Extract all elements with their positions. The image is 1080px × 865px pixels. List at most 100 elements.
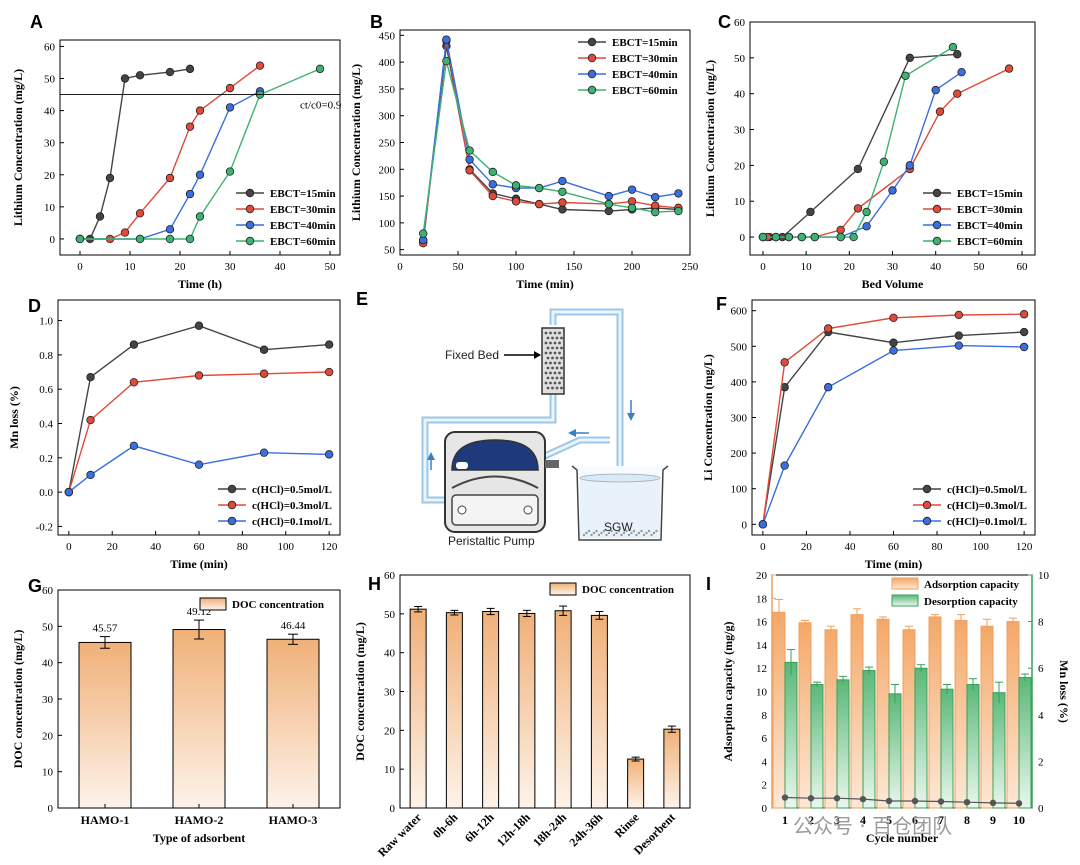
data-point [953, 50, 962, 59]
sediment-dot [607, 531, 611, 535]
legend-marker [245, 236, 255, 246]
packing-dot [549, 381, 552, 385]
x-tick-label: HAMO-1 [81, 813, 130, 827]
legend-swatch [891, 594, 919, 607]
data-point [185, 64, 195, 74]
data-point [195, 106, 205, 115]
y-tick-label: 30 [42, 694, 54, 706]
pump-roller-track [451, 475, 539, 489]
x-tick-label: 60 [1017, 261, 1029, 273]
pump-connector [545, 460, 559, 468]
sediment-dot [610, 529, 613, 533]
tube-right-inner [551, 310, 622, 500]
y-tick-label: 100 [379, 218, 396, 230]
packing-dot [549, 361, 552, 365]
x-tick-label: 24h-36h [566, 810, 605, 849]
bar [445, 612, 463, 809]
data-point [558, 176, 567, 186]
packing-dot [551, 356, 554, 360]
data-point [931, 85, 940, 95]
x-tick-label: 120 [321, 541, 338, 553]
y-tick-label: 10 [384, 764, 396, 776]
y-tick-label: 300 [731, 413, 748, 425]
y-tick-label: 350 [379, 84, 396, 96]
data-point [259, 369, 269, 378]
y2-tick-label: 0 [1038, 803, 1044, 815]
series-line [68, 371, 330, 493]
data-point [64, 487, 74, 497]
tube-left-inner [423, 392, 555, 502]
y-tick-label: 16 [756, 617, 768, 629]
data-point [165, 225, 175, 234]
sediment-dot [630, 531, 633, 535]
legend-marker [227, 500, 237, 510]
y-tick-label: 50 [384, 245, 396, 257]
sediment-dot [642, 533, 646, 537]
pump-base [451, 494, 539, 526]
y-tick-label: 10 [42, 767, 54, 779]
x-tick-label: 18h-24h [530, 810, 569, 849]
legend-marker [922, 500, 932, 510]
y-axis-label: Mn loss (%) [7, 386, 21, 449]
y-tick-label: 50 [734, 53, 746, 65]
data-point [488, 180, 497, 189]
legend-label: c(HCl)=0.1mol/L [252, 516, 332, 528]
data-point [879, 157, 889, 166]
packing-dot [555, 356, 559, 360]
packing-dot [558, 361, 561, 365]
packing-dot [555, 346, 559, 350]
packing-dot [555, 376, 559, 380]
data-point [165, 173, 175, 183]
sediment-dot [622, 531, 626, 535]
bar-desorption [966, 684, 980, 809]
x-tick-label: Raw water [375, 810, 425, 860]
bar [482, 611, 500, 809]
legend-label: EBCT=40min [270, 220, 336, 232]
x-tick-label: 0 [397, 261, 403, 273]
data-point [780, 358, 789, 367]
sediment-dot [645, 531, 648, 535]
data-point [129, 378, 139, 387]
packing-dot [551, 376, 554, 380]
data-point [135, 234, 145, 244]
chart-panel-d: D -0.2 0.0 0.2 0.4 0.6 0.8 1.0 0 20 40 60 80 100 120 Ti… [7, 296, 341, 571]
packing-dot [555, 336, 559, 340]
panel-label-e: E [356, 289, 368, 309]
y-tick-label: 40 [44, 106, 56, 118]
legend-swatch [891, 577, 919, 590]
data-point [862, 207, 871, 217]
y-tick-label: 40 [384, 648, 396, 660]
legend-marker [587, 53, 597, 63]
bar [78, 641, 132, 809]
legend-marker [587, 37, 597, 47]
packing-dot [551, 366, 554, 370]
data-point [836, 225, 845, 235]
legend-label: EBCT=40min [612, 69, 678, 81]
panel-label-c: C [718, 12, 731, 32]
data-point [195, 212, 205, 221]
packing-dot [544, 351, 548, 355]
packing-dot [544, 381, 548, 385]
data-point [797, 232, 807, 242]
data-point [185, 122, 195, 131]
y-tick-label: 18 [756, 593, 768, 605]
mn-loss-point [885, 797, 893, 805]
x-tick-label: 0h-6h [430, 810, 461, 841]
legend-label: EBCT=15min [612, 37, 678, 49]
x-tick-label: 4 [860, 813, 866, 827]
x-tick-label: 6h-12h [462, 810, 497, 845]
data-point [185, 189, 195, 199]
plot-frame [399, 574, 691, 809]
mn-loss-point [833, 795, 841, 802]
bar-adsorption [928, 616, 942, 809]
data-point [627, 185, 637, 194]
packing-dot [544, 331, 548, 335]
legend-label: EBCT=60min [957, 236, 1023, 248]
data-point [953, 89, 962, 98]
pump-display [456, 462, 468, 469]
y-tick-label: 200 [731, 448, 748, 460]
y-tick-label: 0.8 [39, 350, 53, 362]
packing-dot [558, 341, 561, 345]
x-tick-label: HAMO-3 [269, 813, 318, 827]
